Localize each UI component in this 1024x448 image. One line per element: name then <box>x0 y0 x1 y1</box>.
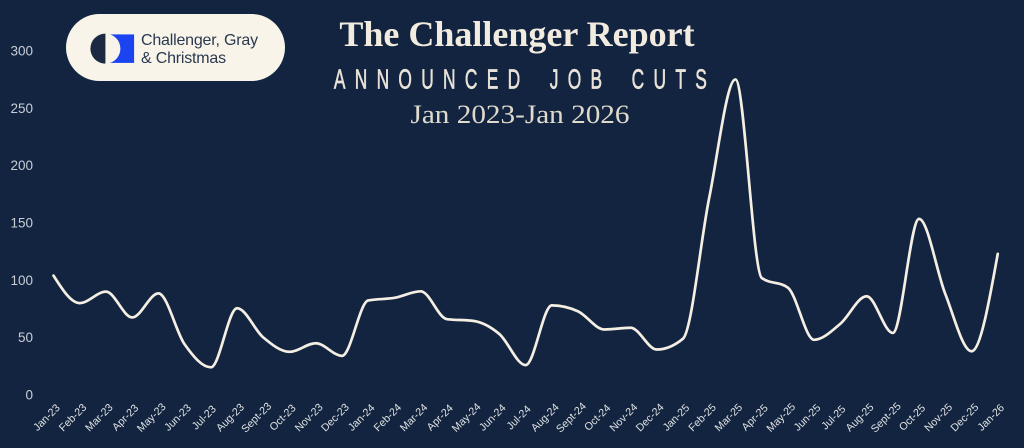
svg-text:Jan-26: Jan-26 <box>975 402 1007 434</box>
svg-text:Jan-25: Jan-25 <box>661 402 693 434</box>
svg-text:Jul-24: Jul-24 <box>504 403 533 432</box>
svg-text:Feb-24: Feb-24 <box>372 402 404 434</box>
svg-text:Dec-25: Dec-25 <box>948 401 981 434</box>
svg-text:Sept-23: Sept-23 <box>239 400 274 435</box>
svg-text:50: 50 <box>18 330 33 345</box>
svg-text:Dec-23: Dec-23 <box>319 401 352 434</box>
svg-text:150: 150 <box>10 216 33 231</box>
svg-text:Jun-23: Jun-23 <box>162 402 194 434</box>
svg-text:May-25: May-25 <box>764 401 798 435</box>
svg-text:May-24: May-24 <box>450 401 484 435</box>
svg-text:Jun-25: Jun-25 <box>792 402 824 434</box>
svg-text:Sept-24: Sept-24 <box>554 400 589 435</box>
svg-text:100: 100 <box>10 273 33 288</box>
svg-text:May-23: May-23 <box>135 401 169 435</box>
svg-text:Jan-24: Jan-24 <box>346 402 378 434</box>
svg-text:Nov-24: Nov-24 <box>607 401 640 434</box>
svg-text:Jan-23: Jan-23 <box>31 402 63 434</box>
svg-text:250: 250 <box>10 101 33 116</box>
svg-text:200: 200 <box>10 158 33 173</box>
svg-text:Jul-25: Jul-25 <box>819 403 848 432</box>
svg-text:300: 300 <box>10 44 33 59</box>
svg-text:0: 0 <box>25 387 33 402</box>
svg-text:Dec-24: Dec-24 <box>634 401 667 434</box>
svg-text:Nov-23: Nov-23 <box>293 401 326 434</box>
svg-text:Jun-24: Jun-24 <box>477 402 509 434</box>
svg-text:ANNOUNCED JOB CUTS: ANNOUNCED JOB CUTS <box>334 63 716 94</box>
svg-text:Mar-23: Mar-23 <box>83 402 115 434</box>
svg-text:Jul-23: Jul-23 <box>190 403 219 432</box>
svg-text:Mar-24: Mar-24 <box>398 402 430 434</box>
svg-text:Feb-23: Feb-23 <box>57 402 89 434</box>
svg-text:Sept-25: Sept-25 <box>869 400 904 435</box>
svg-text:Feb-25: Feb-25 <box>686 402 718 434</box>
svg-text:Nov-25: Nov-25 <box>922 401 955 434</box>
svg-text:Mar-25: Mar-25 <box>713 402 745 434</box>
